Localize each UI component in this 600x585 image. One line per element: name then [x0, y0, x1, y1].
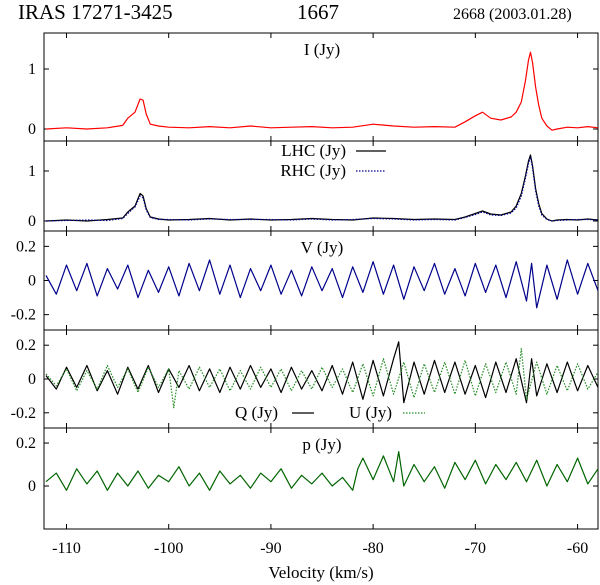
panel-2: 0 1 LHC (Jy)RHC (Jy)	[28, 140, 599, 232]
x-tick-label: -60	[567, 540, 588, 557]
legend-label: Q (Jy)	[235, 403, 278, 422]
y-tick-label: 0	[28, 121, 36, 138]
panel-1: 0 1 I (Jy)	[28, 32, 599, 142]
y-tick-label: 0	[28, 273, 36, 290]
series-line-U	[45, 348, 599, 409]
y-tick-label: -0.2	[11, 307, 36, 324]
frequency-label: 1667	[297, 0, 339, 24]
x-tick-label: -70	[465, 540, 486, 557]
y-tick-label: 0.2	[16, 337, 36, 354]
y-tick-label: 1	[28, 61, 36, 78]
panel-title: I (Jy)	[304, 40, 340, 59]
x-tick-label: -90	[260, 540, 281, 557]
y-tick-label: 0.2	[16, 435, 36, 452]
series-line-RHC	[45, 156, 599, 222]
series-line-p	[45, 451, 599, 491]
panel-frame	[43, 329, 599, 429]
observation-label: 2668 (2003.01.28)	[453, 6, 572, 23]
series-line-Q	[45, 341, 599, 404]
y-tick-label: 1	[28, 163, 36, 180]
x-tick-label: -110	[52, 540, 81, 557]
y-tick-label: 0	[28, 213, 36, 230]
y-tick-label: -0.2	[11, 405, 36, 422]
legend-label: LHC (Jy)	[281, 141, 346, 160]
panel-5: 0.2 0 p (Jy)	[16, 427, 599, 530]
panel-frame	[43, 427, 599, 530]
legend-label: RHC (Jy)	[280, 161, 346, 180]
source-name: IRAS 17271-3425	[18, 0, 173, 24]
y-tick-label: 0	[28, 478, 36, 495]
x-tick-label: -80	[362, 540, 383, 557]
y-tick-label: 0.2	[16, 238, 36, 255]
panel-title: p (Jy)	[302, 435, 341, 454]
series-line-I	[45, 51, 599, 131]
x-axis-label: Velocity (km/s)	[268, 563, 373, 582]
panel-4: 0.2 0 -0.2 Q (Jy) U (Jy)	[11, 329, 599, 429]
legend-label: U (Jy)	[349, 403, 392, 422]
y-tick-label: 0	[28, 371, 36, 388]
panel-title: V (Jy)	[301, 238, 344, 257]
panel-3: 0.2 0 -0.2 V (Jy)	[11, 230, 599, 331]
x-tick-label: -100	[154, 540, 183, 557]
series-line-V	[45, 259, 599, 309]
